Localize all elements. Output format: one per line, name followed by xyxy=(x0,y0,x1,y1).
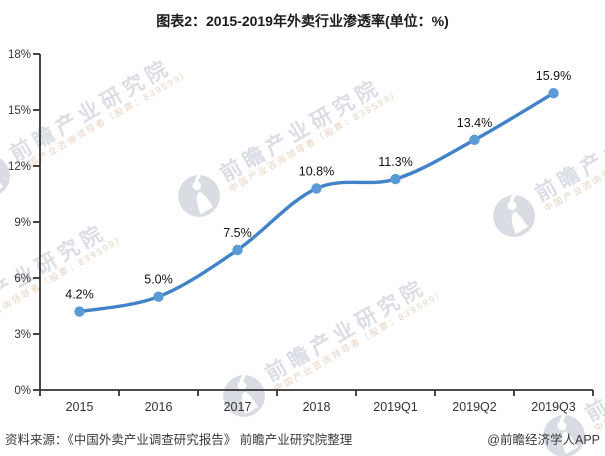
y-tick-label: 9% xyxy=(14,217,31,229)
x-tick-label: 2019Q2 xyxy=(452,400,497,414)
data-label: 11.3% xyxy=(378,155,413,169)
data-label: 10.8% xyxy=(299,164,334,178)
chart-title: 图表2：2015-2019年外卖行业渗透率(单位：%) xyxy=(156,13,449,29)
data-point xyxy=(232,244,243,256)
data-point xyxy=(74,306,85,317)
data-label: 7.5% xyxy=(223,226,252,240)
y-tick-label: 15% xyxy=(8,105,31,117)
data-point xyxy=(548,88,559,99)
data-label: 13.4% xyxy=(457,116,492,130)
data-point xyxy=(311,183,322,194)
y-tick-label: 3% xyxy=(14,329,31,341)
x-tick-label: 2016 xyxy=(145,400,173,414)
x-tick-label: 2019Q1 xyxy=(373,400,418,414)
footer: 资料来源：《中国外卖产业调查研究报告》 前瞻产业研究院整理 @前瞻经济学人APP xyxy=(5,429,600,448)
x-tick-label: 2018 xyxy=(303,400,331,414)
data-point xyxy=(390,173,401,185)
data-point xyxy=(469,134,480,146)
data-point xyxy=(153,291,164,302)
credit-text: @前瞻经济学人APP xyxy=(487,433,600,447)
x-tick-label: 2017 xyxy=(224,400,252,414)
x-tick-label: 2019Q3 xyxy=(531,400,576,414)
data-label: 5.0% xyxy=(144,273,173,287)
y-tick-label: 12% xyxy=(8,161,31,173)
data-label: 4.2% xyxy=(65,288,94,302)
y-tick-label: 0% xyxy=(14,385,31,397)
x-tick-label: 2015 xyxy=(66,400,94,414)
source-text: 资料来源：《中国外卖产业调查研究报告》 前瞻产业研究院整理 xyxy=(5,433,353,447)
y-tick-label: 18% xyxy=(8,49,31,61)
data-label: 15.9% xyxy=(536,69,571,83)
y-tick-label: 6% xyxy=(14,273,31,285)
